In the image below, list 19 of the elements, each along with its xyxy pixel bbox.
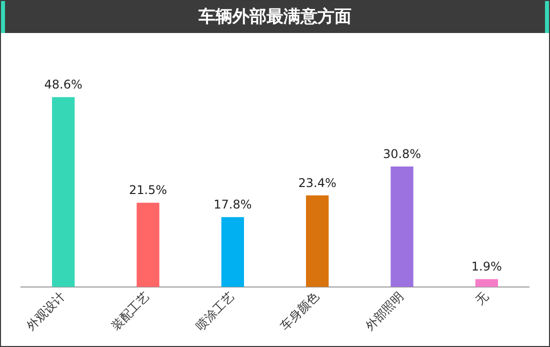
bar: [136, 202, 160, 287]
data-label: 17.8%: [214, 198, 252, 212]
data-label: 48.6%: [44, 78, 82, 92]
bar: [52, 97, 75, 287]
data-label: 30.8%: [382, 146, 422, 161]
bar: [221, 217, 244, 287]
bar: [475, 279, 498, 287]
x-tick-label: 无: [472, 289, 491, 308]
x-tick-label: 外部照明: [362, 289, 406, 334]
bar: [306, 195, 329, 287]
data-label: 1.9%: [471, 260, 502, 274]
x-tick-label: 喷涂工艺: [193, 289, 237, 334]
data-label: 23.4%: [298, 176, 336, 190]
x-tick-label: 车身颜色: [278, 289, 322, 334]
chart-title: 车辆外部最满意方面: [198, 7, 352, 27]
x-tick-label: 外观设计: [24, 289, 68, 334]
data-label: 21.5%: [128, 183, 168, 198]
bar: [390, 166, 414, 287]
x-tick-label: 装配工艺: [108, 289, 152, 334]
